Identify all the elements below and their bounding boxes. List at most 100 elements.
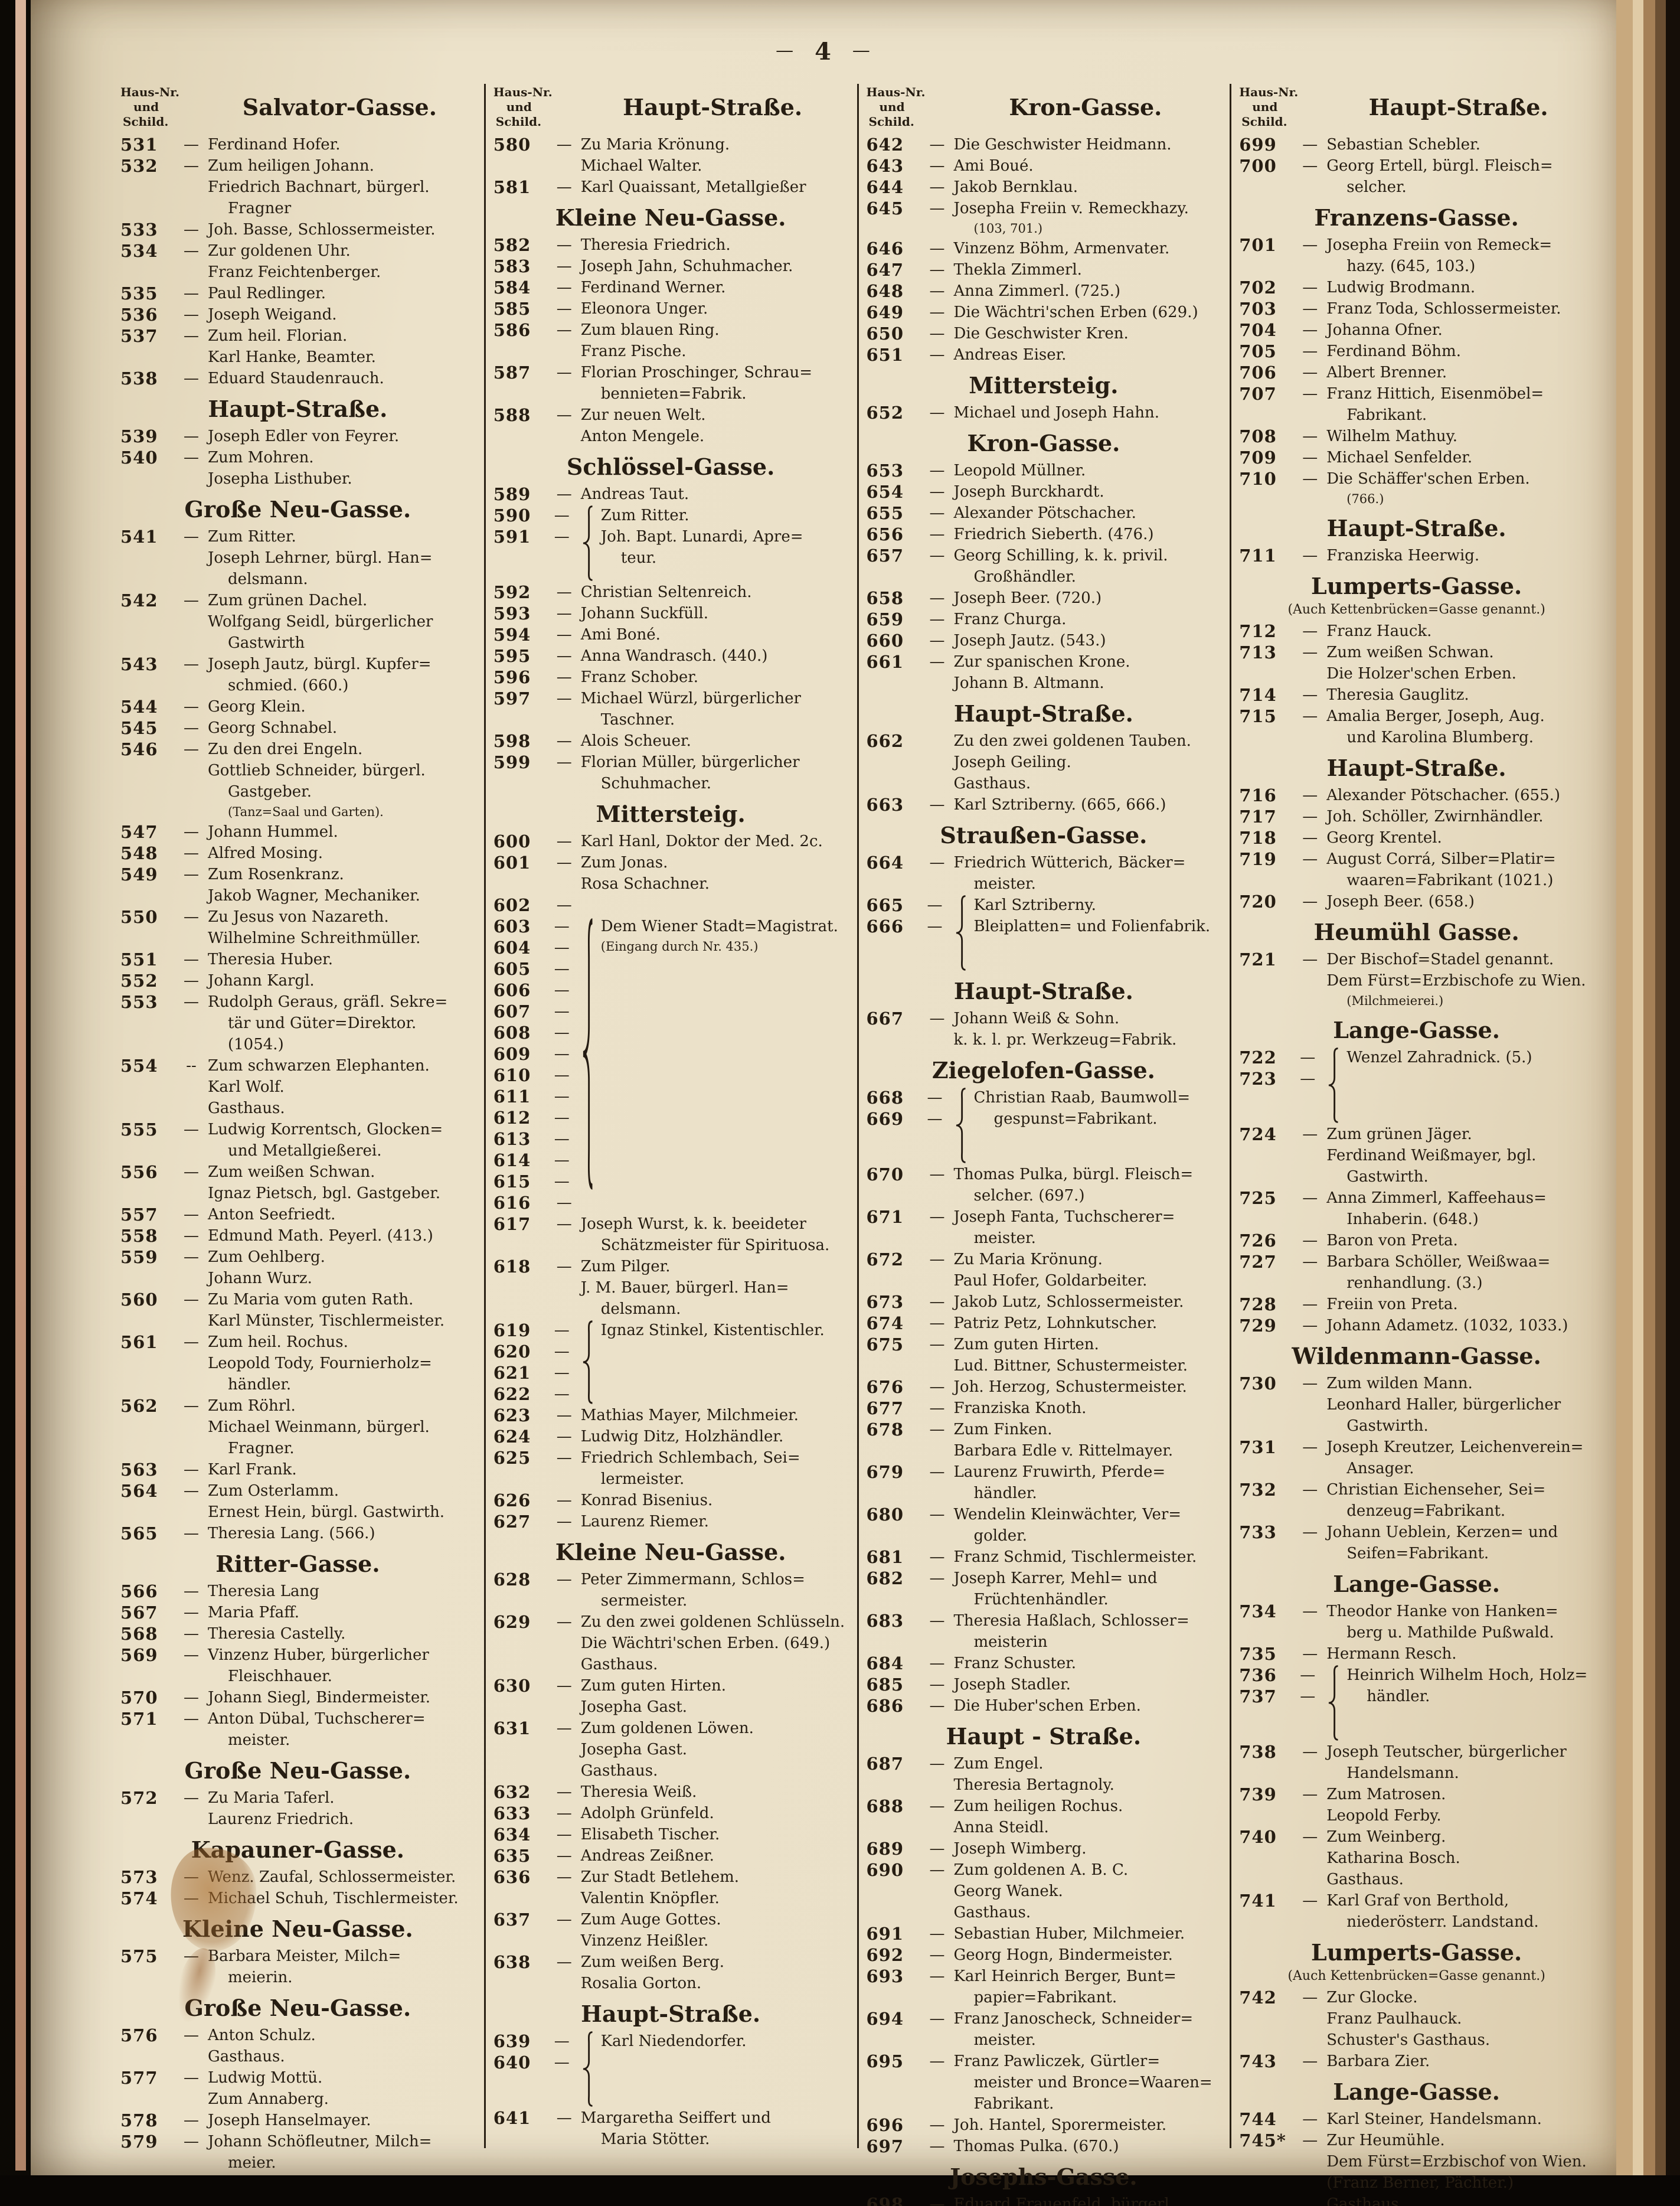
entry-text: Hermann Resch. <box>1326 1643 1594 1665</box>
entry-text: Zum Auge Gottes. Vinzenz Heißler. <box>581 1909 848 1952</box>
entry-line: Zum Rosenkranz. <box>208 866 344 883</box>
dash: — <box>556 236 572 254</box>
entry-text: Christian Seltenreich. <box>581 582 848 603</box>
entry-line: Ludwig Ditz, Holzhändler. <box>580 1428 784 1445</box>
entry-text: Theresia Weiß. <box>581 1781 848 1803</box>
entry-text: Elisabeth Tischer. <box>581 1824 848 1845</box>
entry-line: Joh. Bapt. Lunardi, Apre= <box>600 528 803 546</box>
entry-text: Joseph Jautz. (543.) <box>954 630 1221 651</box>
house-number: 704 <box>1239 320 1277 340</box>
street-section-title: Franzens-Gasse. <box>1314 204 1519 231</box>
dash: — <box>184 2026 199 2044</box>
dash: — <box>929 632 945 650</box>
entry-line: Franz Paulhauck. <box>1326 2010 1462 2028</box>
entry-line: Inhaberin. (648.) <box>1346 1210 1479 1228</box>
entry-line: Ignaz Stinkel, Kistentischler. <box>600 1321 825 1339</box>
directory-entry-group: 639 — 640 — Karl Niedendorfer. <box>493 2031 848 2107</box>
entry-line: Franz Hittich, Eisenmöbel= <box>1326 385 1544 403</box>
entry-line: Ferdinand Hofer. <box>208 136 341 154</box>
brace-icon <box>954 1087 969 1164</box>
house-number: 721 <box>1239 949 1277 970</box>
house-number: 692 <box>866 1945 904 1965</box>
dash: — <box>184 1291 199 1308</box>
entry-line: und Metallgießerei. <box>228 1142 382 1160</box>
directory-entry: 634 — Elisabeth Tischer. <box>493 1824 848 1845</box>
entry-line: Zum Jonas. <box>580 854 668 872</box>
bottom-scan-edge <box>0 2175 1680 2206</box>
entry-line: Johann B. Altmann. <box>953 674 1104 692</box>
entry-line: Johann Ueblein, Kerzen= und <box>1326 1523 1558 1541</box>
entry-line: Friedrich Schlembach, Sei= <box>580 1449 800 1467</box>
street-section-title: Lumperts-Gasse. <box>1310 573 1522 599</box>
entry-text: Zu Jesus von Nazareth. Wilhelmine Schreit… <box>208 906 475 949</box>
dash: — <box>184 157 199 175</box>
entry-line: Karl Quaissant, Metallgießer <box>580 178 806 196</box>
directory-entry: 628 — Peter Zimmermann, Schlos= sermeister. <box>493 1569 848 1611</box>
directory-entry: 697 — Thomas Pulka. (670.) <box>867 2136 1221 2157</box>
entry-line: Karl Graf von Berthold, <box>1326 1892 1509 1910</box>
directory-entry: 706 — Albert Brenner. <box>1239 362 1594 383</box>
entry-line: Margaretha Seiffert und <box>580 2109 771 2127</box>
directory-entry: 712 — Franz Hauck. <box>1239 621 1594 642</box>
entry-line: Ferdinand Böhm. <box>1326 342 1461 360</box>
house-number: 638 <box>493 1952 531 1972</box>
house-number: 550 <box>120 907 158 927</box>
entry-line: Johann Weiß & Sohn. <box>953 1010 1120 1027</box>
house-number: 669 <box>866 1109 904 1129</box>
entry-line: Georg Klein. <box>208 698 306 716</box>
directory-entry: 546 — Zu den drei Engeln. Gottlieb Schneide… <box>120 739 475 821</box>
entry-line: Seifen=Fabrikant. <box>1346 1545 1489 1562</box>
entry-text: Joseph Burckhardt. <box>954 481 1221 502</box>
dash: — <box>556 896 572 914</box>
directory-entry: 545 — Georg Schnabel. <box>120 717 475 739</box>
entry-text: Ludwig Mottü. Zum Annaberg. <box>208 2067 475 2110</box>
directory-column-3: Haus-Nr. und Schild. Kron-Gasse. 642 — Die Ges… <box>863 84 1226 2206</box>
entry-line: Gasthaus. <box>1326 2195 1404 2206</box>
entry-text: Zum Röhrl. Michael Weinmann, bürgerl. Frag… <box>208 1395 475 1459</box>
page-number-dash-right: — <box>852 40 871 61</box>
entry-line: Zum wilden Mann. <box>1326 1375 1473 1392</box>
directory-entry: 740 — Zum Weinberg. Katharina Bosch. Gasthau… <box>1239 1826 1594 1890</box>
entry-text: Franz Hittich, Eisenmöbel= Fabrikant. <box>1326 383 1594 426</box>
entry-line: Joseph Karrer, Mehl= und <box>953 1569 1158 1587</box>
entry-line: lermeister. <box>600 1470 685 1488</box>
house-number: 627 <box>493 1512 531 1532</box>
entry-line: Josepha Gast. <box>580 1741 688 1758</box>
house-number: 741 <box>1239 1891 1277 1911</box>
directory-entry: 692 — Georg Hogn, Bindermeister. <box>867 1944 1221 1966</box>
dash: — <box>1302 644 1318 661</box>
entry-text: Georg Schnabel. <box>208 717 475 739</box>
directory-entry: 559 — Zum Oehlberg. Johann Wurz. <box>120 1246 475 1289</box>
dash: — <box>1302 951 1318 968</box>
entry-text: Zum weißen Berg. Rosalia Gorton. <box>581 1952 848 1994</box>
entry-line: Dem Wiener Stadt=Magistrat. <box>600 918 838 935</box>
dash: — <box>554 1173 570 1190</box>
directory-entry: 648 — Anna Zimmerl. (725.) <box>867 280 1221 302</box>
entry-line: Gasthaus. <box>208 1099 285 1117</box>
entry-line: gespunst=Fabrikant. <box>993 1110 1158 1128</box>
house-number: 744 <box>1239 2109 1277 2129</box>
street-section-title: Kapauner-Gasse. <box>191 1836 405 1863</box>
directory-entry: 557 — Anton Seefriedt. <box>120 1204 475 1225</box>
hausnr-label-line: Schild. <box>1241 115 1287 129</box>
entry-text: Ferdinand Böhm. <box>1326 341 1594 362</box>
house-number: 680 <box>866 1505 904 1525</box>
entry-line: Die Geschwister Kren. <box>953 325 1129 342</box>
entry-line: Jakob Lutz, Schlossermeister. <box>953 1293 1184 1311</box>
directory-entry: 690 — Zum goldenen A. B. C. Georg Wanek. Gas… <box>867 1859 1221 1923</box>
dash: — <box>184 528 199 546</box>
house-number-list: 722 — 723 — <box>1239 1047 1326 1089</box>
entry-text: Karl Niedendorfer. <box>596 2031 848 2052</box>
entry-text: Andreas Eiser. <box>954 344 1221 366</box>
entry-line: Joseph Teutscher, bürgerlicher <box>1326 1743 1567 1761</box>
entry-text: Zum heiligen Johann. Friedrich Bachnart, … <box>208 155 475 219</box>
directory-entry: 715 — Amalia Berger, Joseph, Aug. und Karol… <box>1239 706 1594 748</box>
dash: — <box>556 1407 572 1424</box>
entry-line: Adolph Grünfeld. <box>580 1804 714 1822</box>
house-number: 559 <box>120 1247 158 1267</box>
entry-line: Johann Siegl, Bindermeister. <box>208 1689 431 1706</box>
directory-entry: 626 — Konrad Bisenius. <box>493 1490 848 1511</box>
dash: — <box>929 2116 945 2134</box>
entry-text: Georg Ertell, bürgl. Fleisch= selcher. <box>1326 155 1594 198</box>
dash: — <box>556 690 572 707</box>
